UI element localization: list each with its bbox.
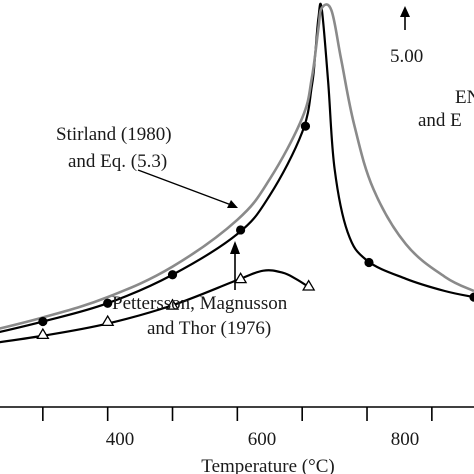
pettersson-label-line-2: and Thor (1976) bbox=[147, 318, 271, 339]
x-tick-label-800: 800 bbox=[391, 429, 420, 450]
series-0-point-4 bbox=[300, 121, 311, 131]
pettersson-arrow-head bbox=[230, 241, 240, 254]
series-0-point-2 bbox=[167, 270, 178, 280]
series-line-2 bbox=[0, 269, 310, 344]
x-tick-label-600: 600 bbox=[248, 429, 277, 450]
offscale-arrow-head bbox=[400, 6, 410, 17]
series-line-1 bbox=[0, 3, 474, 330]
stirland-label-line-1: Stirland (1980) bbox=[56, 124, 172, 145]
offscale-value-label: 5.00 bbox=[390, 46, 423, 67]
x-tick-label-400: 400 bbox=[106, 429, 135, 450]
x-axis-title: Temperature (°C) bbox=[201, 456, 334, 474]
annotation-layer bbox=[137, 6, 410, 290]
series-0-point-1 bbox=[103, 298, 113, 308]
axis-layer bbox=[0, 406, 474, 421]
marker-layer bbox=[36, 121, 474, 340]
series-0-point-3 bbox=[235, 225, 246, 235]
series-2-point-2 bbox=[165, 298, 180, 310]
pettersson-label-line-1: Pettersson, Magnusson bbox=[112, 293, 288, 314]
series-2-point-3 bbox=[233, 272, 248, 284]
series-0-point-5 bbox=[364, 257, 374, 268]
series-0-point-0 bbox=[38, 316, 48, 327]
stirland-label-line-2: and Eq. (5.3) bbox=[68, 151, 167, 172]
en-label-line-2: and E bbox=[418, 110, 462, 131]
series-2-point-1 bbox=[101, 314, 115, 327]
stirland-arrow-head bbox=[227, 200, 238, 208]
series-0-point-6 bbox=[469, 292, 474, 302]
en-label-line-1: EN bbox=[455, 87, 474, 108]
stirland-arrow-line bbox=[137, 169, 235, 207]
series-2-point-4 bbox=[302, 279, 316, 291]
series-2-point-0 bbox=[36, 327, 50, 340]
